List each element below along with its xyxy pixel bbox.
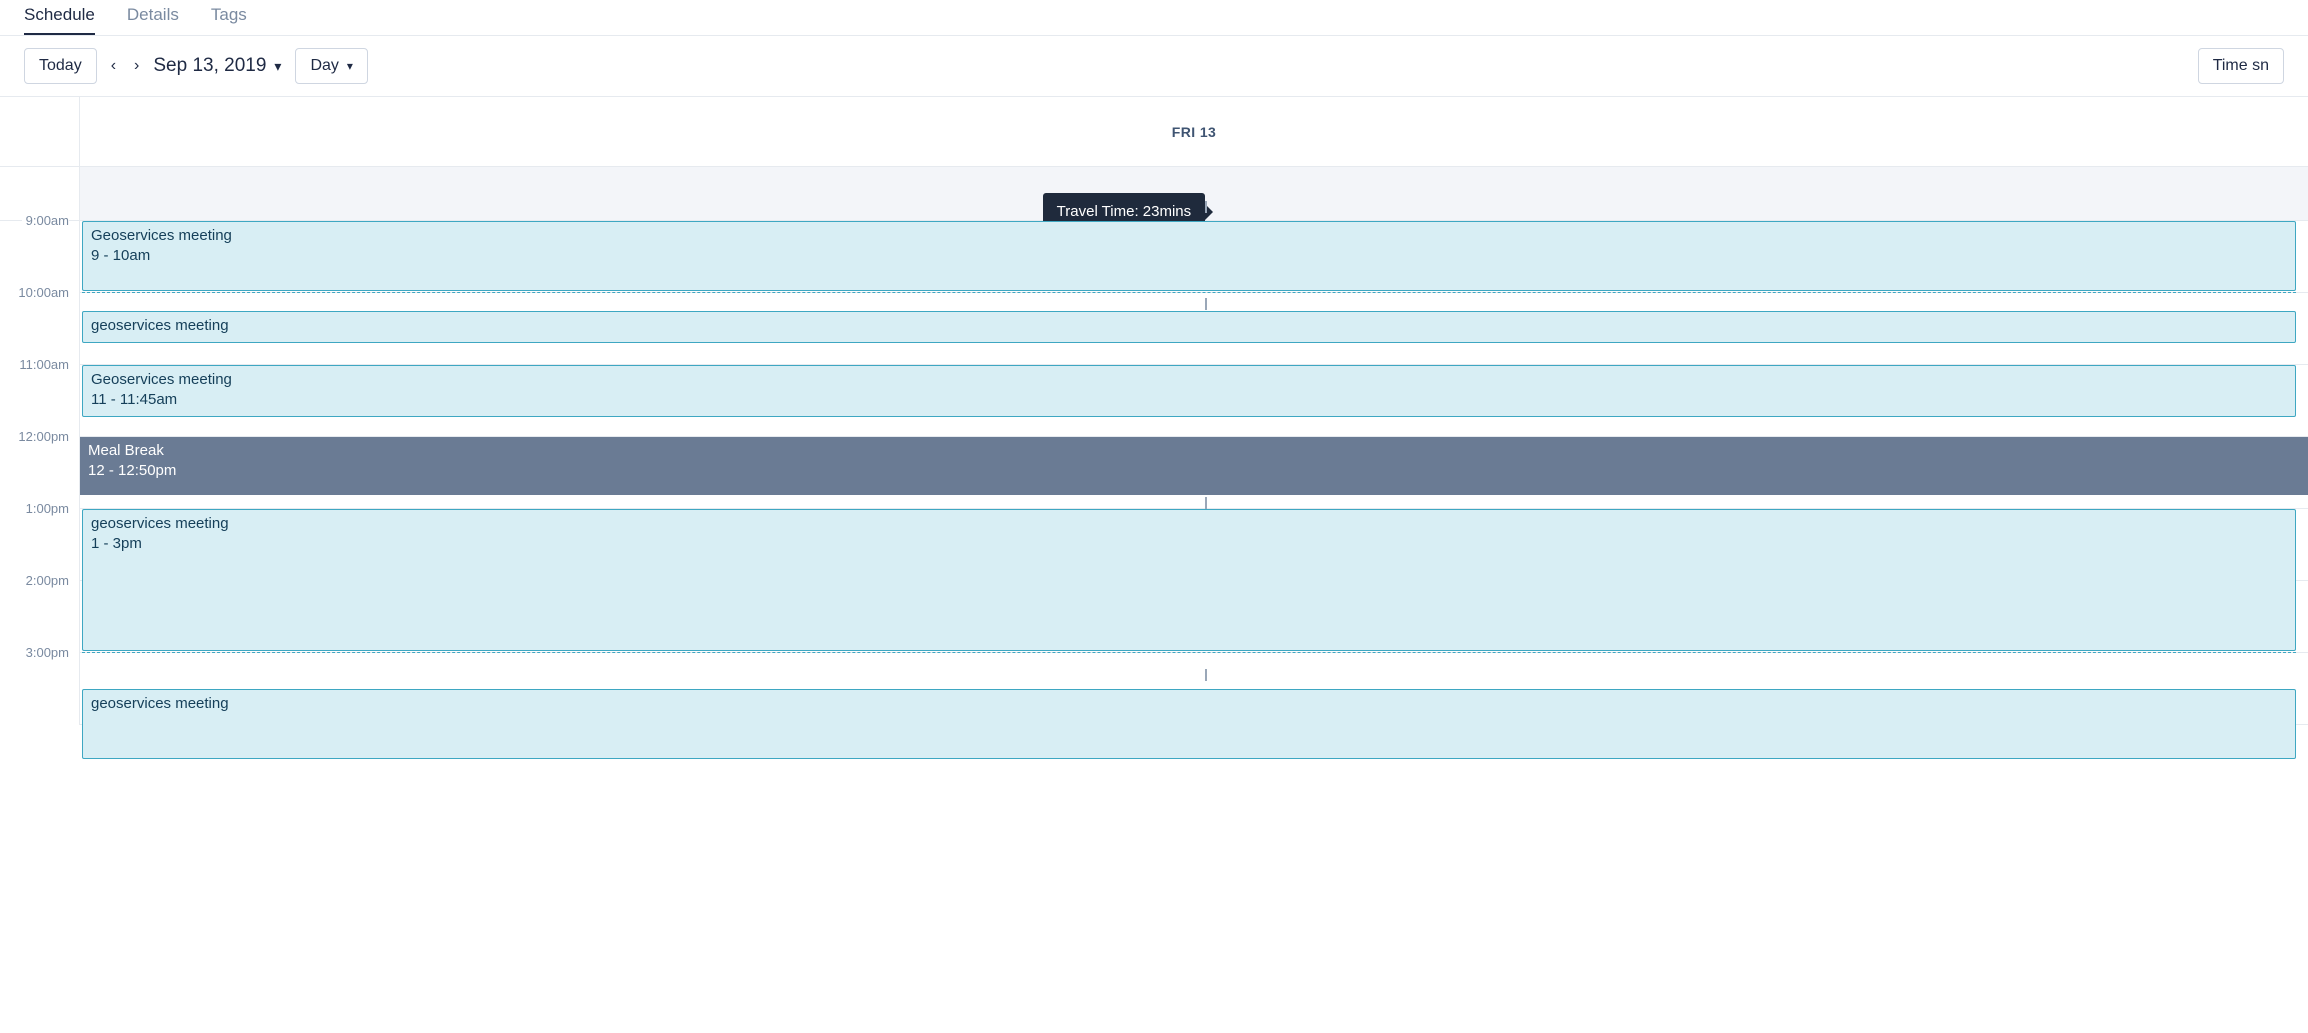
- hour-label: 1:00pm: [0, 509, 79, 581]
- hour-label: 3:00pm: [0, 653, 79, 725]
- date-label-text: Sep 13, 2019: [153, 55, 266, 77]
- event-title: Geoservices meeting: [91, 226, 2287, 246]
- travel-buffer-line: [82, 652, 2296, 653]
- prev-day-icon[interactable]: ‹: [111, 57, 116, 75]
- today-button[interactable]: Today: [24, 48, 97, 84]
- event-time: 1 - 3pm: [91, 534, 2287, 554]
- event-time: 12 - 12:50pm: [88, 461, 2300, 481]
- toolbar: Today ‹ › Sep 13, 2019 ▾ Day ▾ Time sn: [0, 36, 2308, 97]
- event-title: geoservices meeting: [91, 514, 2287, 534]
- next-day-icon[interactable]: ›: [134, 57, 139, 75]
- travel-tick: [1205, 201, 1207, 213]
- event-title: geoservices meeting: [91, 316, 2287, 336]
- hour-label: 9:00am: [0, 221, 79, 293]
- calendar-event[interactable]: geoservices meeting: [82, 689, 2296, 759]
- chevron-down-icon: ▾: [274, 58, 281, 75]
- hour-grid[interactable]: Geoservices meeting9 - 10amgeoservices m…: [80, 221, 2308, 725]
- hour-label: 10:00am: [0, 293, 79, 365]
- event-time: 9 - 10am: [91, 246, 2287, 266]
- event-title: Geoservices meeting: [91, 370, 2287, 390]
- hour-label: 11:00am: [0, 365, 79, 437]
- allday-slot[interactable]: Travel Time: 23mins: [80, 167, 2308, 221]
- calendar-event[interactable]: geoservices meeting1 - 3pm: [82, 509, 2296, 651]
- day-header: FRI 13: [80, 97, 2308, 167]
- day-column: FRI 13 Travel Time: 23mins Geoservices m…: [80, 97, 2308, 725]
- date-picker[interactable]: Sep 13, 2019 ▾: [153, 55, 281, 77]
- date-nav: ‹ ›: [111, 57, 140, 75]
- travel-tick: [1205, 497, 1207, 509]
- calendar: 9:00am10:00am11:00am12:00pm1:00pm2:00pm3…: [0, 97, 2308, 725]
- time-gutter: 9:00am10:00am11:00am12:00pm1:00pm2:00pm3…: [0, 97, 80, 725]
- calendar-event[interactable]: geoservices meeting: [82, 311, 2296, 343]
- travel-tick: [1205, 298, 1207, 310]
- tab-tags[interactable]: Tags: [211, 5, 247, 35]
- tab-details[interactable]: Details: [127, 5, 179, 35]
- tab-schedule[interactable]: Schedule: [24, 5, 95, 35]
- view-select[interactable]: Day ▾: [295, 48, 367, 84]
- event-title: Meal Break: [88, 441, 2300, 461]
- event-title: geoservices meeting: [91, 694, 2287, 714]
- chevron-down-icon: ▾: [347, 59, 353, 73]
- time-snap-button[interactable]: Time sn: [2198, 48, 2284, 84]
- travel-buffer-line: [82, 292, 2296, 293]
- hour-label: 2:00pm: [0, 581, 79, 653]
- calendar-event[interactable]: Geoservices meeting11 - 11:45am: [82, 365, 2296, 417]
- hour-label: 12:00pm: [0, 437, 79, 509]
- view-label: Day: [310, 57, 338, 75]
- calendar-event[interactable]: Geoservices meeting9 - 10am: [82, 221, 2296, 291]
- calendar-event[interactable]: Meal Break12 - 12:50pm: [80, 437, 2308, 495]
- tabs: Schedule Details Tags: [0, 0, 2308, 36]
- travel-tick: [1205, 669, 1207, 681]
- event-time: 11 - 11:45am: [91, 390, 2287, 410]
